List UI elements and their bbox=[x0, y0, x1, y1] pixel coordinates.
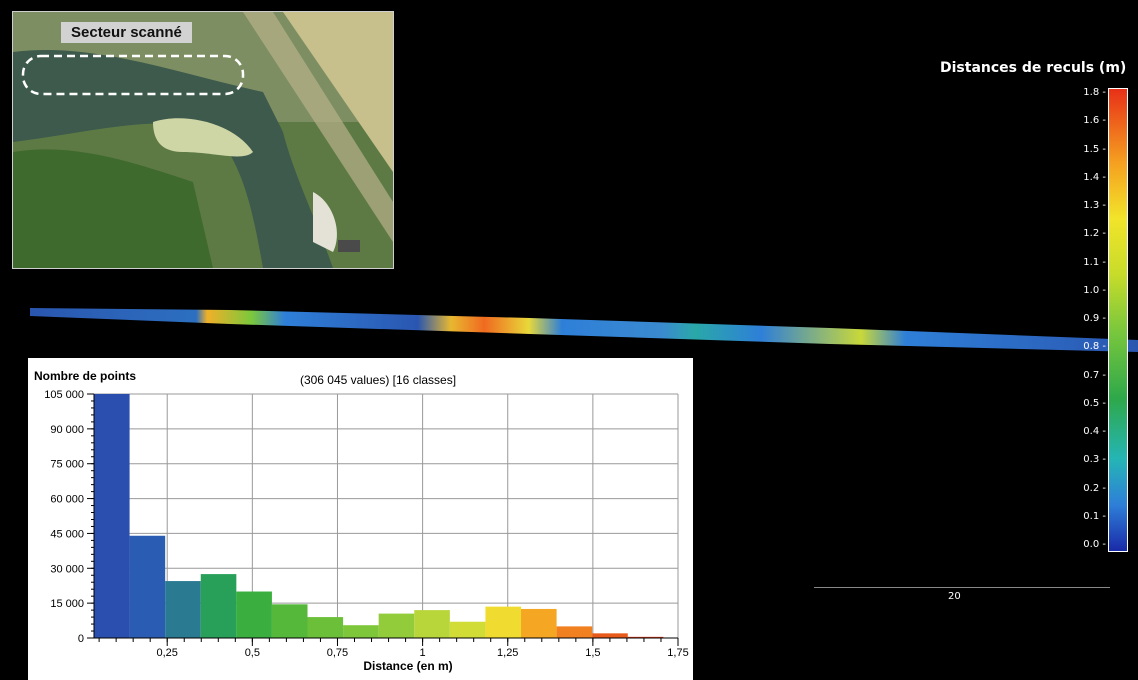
colorbar-tick: 0.4 - bbox=[1083, 426, 1106, 437]
y-tick-label: 90 000 bbox=[50, 424, 84, 436]
histogram-bar bbox=[627, 636, 664, 638]
aerial-photo: Secteur scanné bbox=[12, 11, 394, 269]
x-tick-label: 0,25 bbox=[157, 647, 178, 659]
bars bbox=[94, 394, 664, 638]
aerial-label: Secteur scanné bbox=[61, 22, 192, 43]
colorbar bbox=[1108, 88, 1128, 552]
colorbar-tick: 1.8 - bbox=[1083, 87, 1106, 98]
colorbar-tick: 1.6 - bbox=[1083, 115, 1106, 127]
histogram-bar bbox=[200, 574, 237, 638]
colorbar-tick: 1.3 - bbox=[1083, 200, 1106, 211]
histogram-bar bbox=[343, 625, 379, 638]
x-tick-label: 1,75 bbox=[667, 647, 688, 659]
x-tick-label: 1,5 bbox=[585, 647, 600, 659]
x-tick-label: 0,5 bbox=[245, 647, 260, 659]
histogram-bar bbox=[165, 581, 201, 638]
y-tick-label: 30 000 bbox=[50, 563, 84, 575]
y-tick-label: 0 bbox=[78, 633, 84, 645]
colorbar-tick: 0.7 - bbox=[1083, 369, 1106, 381]
colorbar-tick: 0.5 - bbox=[1083, 397, 1106, 409]
x-tick-label: 1,25 bbox=[497, 647, 518, 659]
point-cloud-strip bbox=[30, 308, 1138, 352]
colorbar-tick: 0.3 - bbox=[1083, 454, 1106, 466]
histogram-bar bbox=[236, 591, 272, 638]
histogram-bar bbox=[94, 394, 130, 638]
colorbar-tick: 1.2 - bbox=[1083, 228, 1106, 240]
colorbar-title: Distances de reculs (m) bbox=[940, 60, 1127, 76]
colorbar-tick: 1.4 - bbox=[1083, 171, 1106, 183]
scale-bar-label: 20 bbox=[948, 591, 961, 602]
y-tick-label: 60 000 bbox=[50, 494, 84, 506]
axes: 0 15 000 30 000 45 000 60 000 75 000 90 000 105… bbox=[44, 389, 688, 659]
histogram-panel: Nombre de points (306 045 values) [16 cl… bbox=[28, 358, 693, 680]
histogram-bar bbox=[414, 610, 450, 638]
histogram-bar bbox=[556, 626, 593, 638]
scanned-sector-outline bbox=[21, 54, 245, 96]
y-axis-label: Nombre de points bbox=[34, 369, 136, 383]
histogram-bar bbox=[521, 608, 557, 638]
scale-bar bbox=[814, 587, 1110, 588]
y-tick-label: 75 000 bbox=[50, 459, 84, 471]
chart-title: (306 045 values) [16 classes] bbox=[300, 373, 456, 387]
histogram-bar bbox=[307, 617, 344, 638]
colorbar-tick: 0.9 - bbox=[1083, 313, 1106, 324]
colorbar-tick: 0.8 - bbox=[1083, 341, 1106, 353]
aerial-image bbox=[13, 12, 393, 268]
y-tick-label: 45 000 bbox=[50, 528, 84, 540]
histogram-chart: Nombre de points (306 045 values) [16 cl… bbox=[34, 369, 689, 673]
histogram-bar bbox=[271, 604, 308, 638]
colorbar-tick: 1.0 - bbox=[1083, 284, 1106, 296]
colorbar-tick: 1.5 - bbox=[1083, 143, 1106, 155]
x-tick-label: 1 bbox=[420, 647, 426, 659]
colorbar-tick: 0.1 - bbox=[1083, 510, 1106, 522]
x-axis-label: Distance (en m) bbox=[363, 659, 452, 673]
colorbar-tick: 1.1 - bbox=[1083, 256, 1106, 268]
histogram-bar bbox=[485, 606, 522, 638]
colorbar-tick: 0.2 - bbox=[1083, 482, 1106, 494]
y-tick-label: 105 000 bbox=[44, 389, 84, 401]
histogram-bar bbox=[592, 633, 628, 638]
y-tick-label: 15 000 bbox=[50, 598, 84, 610]
histogram-bar bbox=[378, 613, 415, 638]
x-tick-label: 0,75 bbox=[327, 647, 348, 659]
colorbar-tick: 0.0 - bbox=[1083, 539, 1106, 550]
histogram-bar bbox=[129, 535, 166, 638]
histogram-bar bbox=[449, 621, 486, 638]
